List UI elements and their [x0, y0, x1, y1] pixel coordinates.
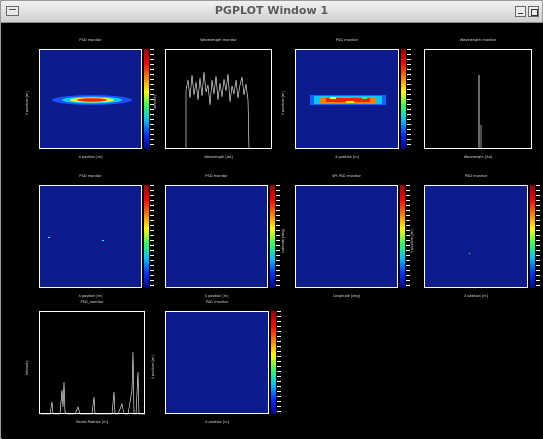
panel-wavelength-1: Wavelength monitor Wavelength [AA] Inten…	[153, 38, 272, 159]
x-axis-label: X position [m]	[335, 155, 359, 159]
wavelength-peak	[478, 75, 482, 149]
plot-canvas: PSD monitor X position [m] Y position [m…	[2, 23, 543, 439]
panel-title: Wavelength monitor	[200, 38, 237, 42]
panel-title: PSD monitor	[205, 174, 228, 178]
title-bar[interactable]: PGPLOT Window 1	[1, 1, 542, 23]
panel-title: PSD monitor	[464, 174, 488, 178]
color-bar	[144, 49, 149, 149]
y-axis-label: Y position [m]	[281, 91, 285, 115]
window-menu-icon[interactable]	[6, 6, 19, 16]
color-bar-ticks	[150, 185, 154, 288]
panel-radial: PSD_monitor Radial Position [m] Intensit…	[25, 300, 145, 424]
y-axis-label: Y position [m]	[151, 355, 155, 379]
x-axis-label: X position [m]	[78, 294, 103, 298]
plot-area	[295, 185, 398, 288]
plot-area	[39, 49, 142, 149]
color-bar	[271, 311, 276, 414]
panel-psd-6: PSD monitor X position [m] Y position [m…	[151, 300, 281, 424]
x-axis-label: Longitude [deg]	[333, 294, 360, 298]
panel-title: PSD monitor	[335, 38, 359, 42]
x-axis-label: X position [m]	[205, 420, 229, 424]
panel-title: PSD monitor	[79, 38, 102, 42]
beam-spot	[310, 95, 386, 105]
color-bar	[400, 185, 405, 288]
panel-title: Wavelength monitor	[459, 38, 497, 42]
panel-wavelength-2: Wavelength monitor Wavelength [AA]	[424, 38, 532, 159]
y-axis-label: Y position [m]	[410, 229, 414, 253]
close-button[interactable]	[528, 6, 539, 17]
x-axis-label: Radial Position [m]	[76, 420, 108, 424]
y-axis-label: Intensity	[153, 94, 157, 109]
panel-4pi-psd: 4PI PSD monitor Longitude [deg] Latitude…	[281, 174, 410, 298]
color-bar-ticks	[150, 49, 154, 149]
plot-area	[165, 185, 268, 288]
panel-psd-3: PSD monitor X position [m]	[39, 174, 154, 298]
x-axis-label: X position [m]	[78, 155, 103, 159]
panel-title: 4PI PSD monitor	[331, 174, 362, 178]
panel-title: PSD_monitor	[80, 300, 104, 304]
plot-area	[165, 311, 269, 414]
sparse-hits	[48, 237, 104, 241]
panel-psd-4: PSD monitor X position [m]	[165, 174, 280, 298]
color-bar	[530, 185, 535, 288]
window-title: PGPLOT Window 1	[214, 4, 329, 17]
panel-psd-2: PSD monitor X position [m] Y position [m…	[281, 38, 411, 159]
color-bar	[144, 185, 149, 288]
x-axis-label: X position [m]	[204, 294, 229, 298]
beam-spot	[52, 95, 132, 105]
color-bar-ticks	[407, 49, 411, 149]
plot-area	[424, 185, 528, 288]
plot-area	[39, 311, 145, 415]
color-bar-ticks	[536, 185, 540, 288]
color-bar-ticks	[277, 311, 281, 414]
y-axis-label: Latitude [deg]	[281, 228, 285, 253]
panel-title: PSD monitor	[205, 300, 229, 304]
panel-psd-1: PSD monitor X position [m] Y position [m…	[25, 38, 154, 159]
color-bar	[401, 49, 406, 149]
plot-area	[424, 49, 532, 149]
plot-area	[295, 49, 399, 149]
x-axis-label: X position [m]	[464, 294, 488, 298]
sparse-hits	[469, 253, 470, 254]
radial-trace	[41, 351, 145, 415]
panel-title: PSD monitor	[79, 174, 102, 178]
y-axis-label: Intensity	[25, 360, 29, 375]
wavelength-trace	[185, 71, 250, 150]
plot-area	[165, 49, 272, 150]
y-axis-label: Y position [m]	[25, 91, 29, 115]
color-bar	[270, 185, 275, 288]
x-axis-label: Wavelength [AA]	[463, 155, 493, 159]
color-bar-ticks	[406, 185, 410, 288]
panel-psd-5: PSD monitor X position [m] Y position [m…	[410, 174, 540, 298]
plot-area	[39, 185, 142, 288]
x-axis-label: Wavelength [AA]	[204, 155, 233, 159]
minimize-button[interactable]	[515, 6, 526, 17]
color-bar-ticks	[276, 185, 280, 288]
